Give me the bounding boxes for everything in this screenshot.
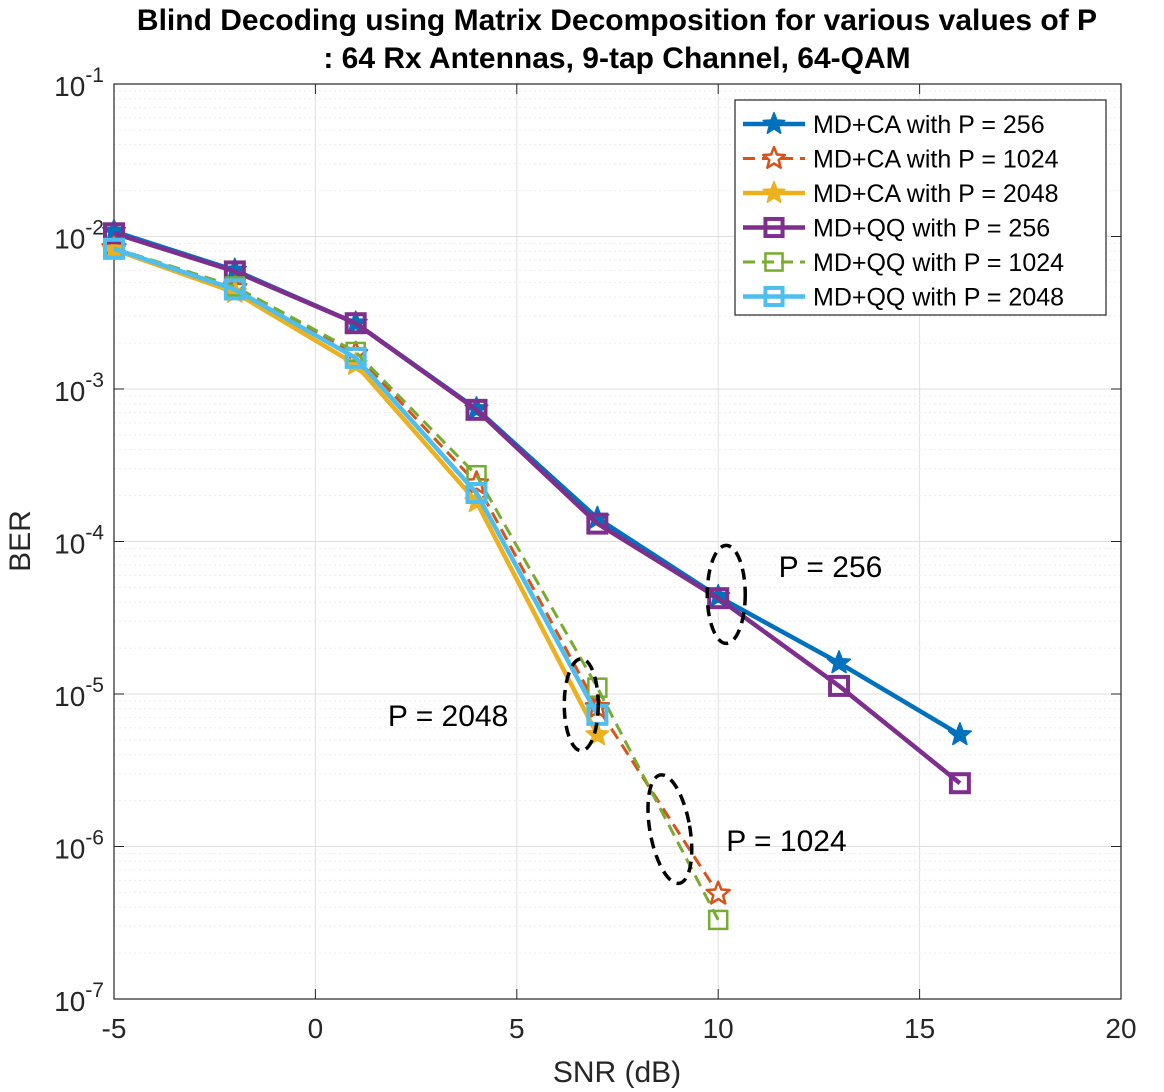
annotation-ellipse	[562, 657, 600, 753]
y-tick-label: 10-7	[54, 979, 104, 1017]
legend-label: MD+QQ with P = 2048	[813, 284, 1064, 312]
legend-entry: MD+CA with P = 1024	[743, 146, 1059, 174]
legend-entry: MD+QQ with P = 1024	[743, 249, 1064, 277]
square-marker	[344, 312, 367, 335]
square-marker	[707, 587, 730, 610]
legend-label: MD+CA with P = 1024	[813, 146, 1059, 174]
star-marker	[762, 180, 786, 203]
y-tick-label: 10-3	[54, 369, 104, 407]
annotation-label: P = 256	[779, 551, 883, 584]
y-axis-label: BER	[4, 510, 37, 572]
x-tick-label: 15	[904, 1013, 935, 1044]
legend-label: MD+QQ with P = 1024	[813, 249, 1064, 277]
series-line	[113, 231, 962, 785]
square-marker	[948, 772, 971, 795]
series-md-qq-with-p-2048	[103, 237, 609, 726]
x-tick-label: -5	[102, 1013, 127, 1044]
series-line	[113, 246, 600, 716]
square-marker	[763, 216, 785, 239]
y-tick-label: 10-2	[54, 217, 104, 255]
star-marker	[826, 650, 852, 674]
square-marker	[586, 512, 609, 535]
square-marker	[223, 278, 246, 301]
series-line	[113, 246, 720, 921]
x-tick-labels: -5 0 5 10 15 20	[102, 1013, 1137, 1044]
legend-label: MD+CA with P = 256	[813, 111, 1045, 139]
annotation: P = 1024	[646, 773, 847, 886]
star-marker	[947, 722, 973, 746]
square-marker	[103, 237, 125, 260]
x-tick-label: 20	[1105, 1013, 1136, 1044]
legend-label: MD+QQ with P = 256	[813, 215, 1050, 243]
star-marker	[585, 722, 610, 746]
legend-box	[734, 99, 1107, 316]
y-tick-label: 10-5	[54, 674, 104, 712]
legend-label: MD+CA with P = 2048	[813, 180, 1059, 208]
star-marker	[762, 111, 786, 134]
series-md-qq-with-p-256	[103, 222, 971, 795]
chart-title-line1: Blind Decoding using Matrix Decompositio…	[137, 4, 1097, 37]
square-marker	[103, 222, 125, 245]
x-axis-label: SNR (dB)	[553, 1056, 681, 1089]
x-tick-label: 5	[509, 1013, 525, 1044]
legend-entry: MD+QQ with P = 2048	[743, 284, 1064, 312]
y-tick-label: 10-6	[54, 827, 104, 865]
square-marker	[707, 909, 729, 931]
data-series	[101, 218, 973, 931]
chart-title-line2: : 64 Rx Antennas, 9-tap Channel, 64-QAM	[323, 42, 910, 75]
star-marker	[705, 880, 731, 905]
legend-entry: MD+CA with P = 2048	[743, 180, 1059, 208]
y-tick-labels: 10-7 10-6 10-5 10-4 10-3 10-2 10-1	[54, 64, 104, 1017]
square-marker	[465, 481, 488, 504]
square-marker	[763, 285, 785, 308]
legend: MD+CA with P = 256 MD+CA with P = 1024 MD+…	[734, 99, 1107, 316]
legend-entry: MD+QQ with P = 256	[743, 215, 1050, 243]
y-tick-label: 10-4	[54, 522, 104, 560]
annotation-ellipse	[646, 773, 694, 886]
x-tick-label: 10	[703, 1013, 734, 1044]
axis-ticks	[113, 83, 1122, 1000]
annotation-label: P = 2048	[388, 700, 508, 733]
y-tick-label: 10-1	[54, 64, 104, 102]
x-tick-label: 0	[308, 1013, 324, 1044]
square-marker	[828, 674, 851, 697]
square-marker	[764, 252, 784, 272]
star-marker	[761, 145, 787, 169]
annotation: P = 2048	[388, 657, 600, 753]
annotation: P = 256	[705, 543, 883, 646]
square-marker	[465, 398, 488, 421]
annotation-ellipse	[705, 543, 748, 646]
legend-entry: MD+CA with P = 256	[743, 111, 1045, 139]
annotation-label: P = 1024	[726, 825, 846, 858]
annotations: P = 256 P = 2048 P = 1024	[388, 543, 883, 886]
square-marker	[344, 346, 367, 369]
